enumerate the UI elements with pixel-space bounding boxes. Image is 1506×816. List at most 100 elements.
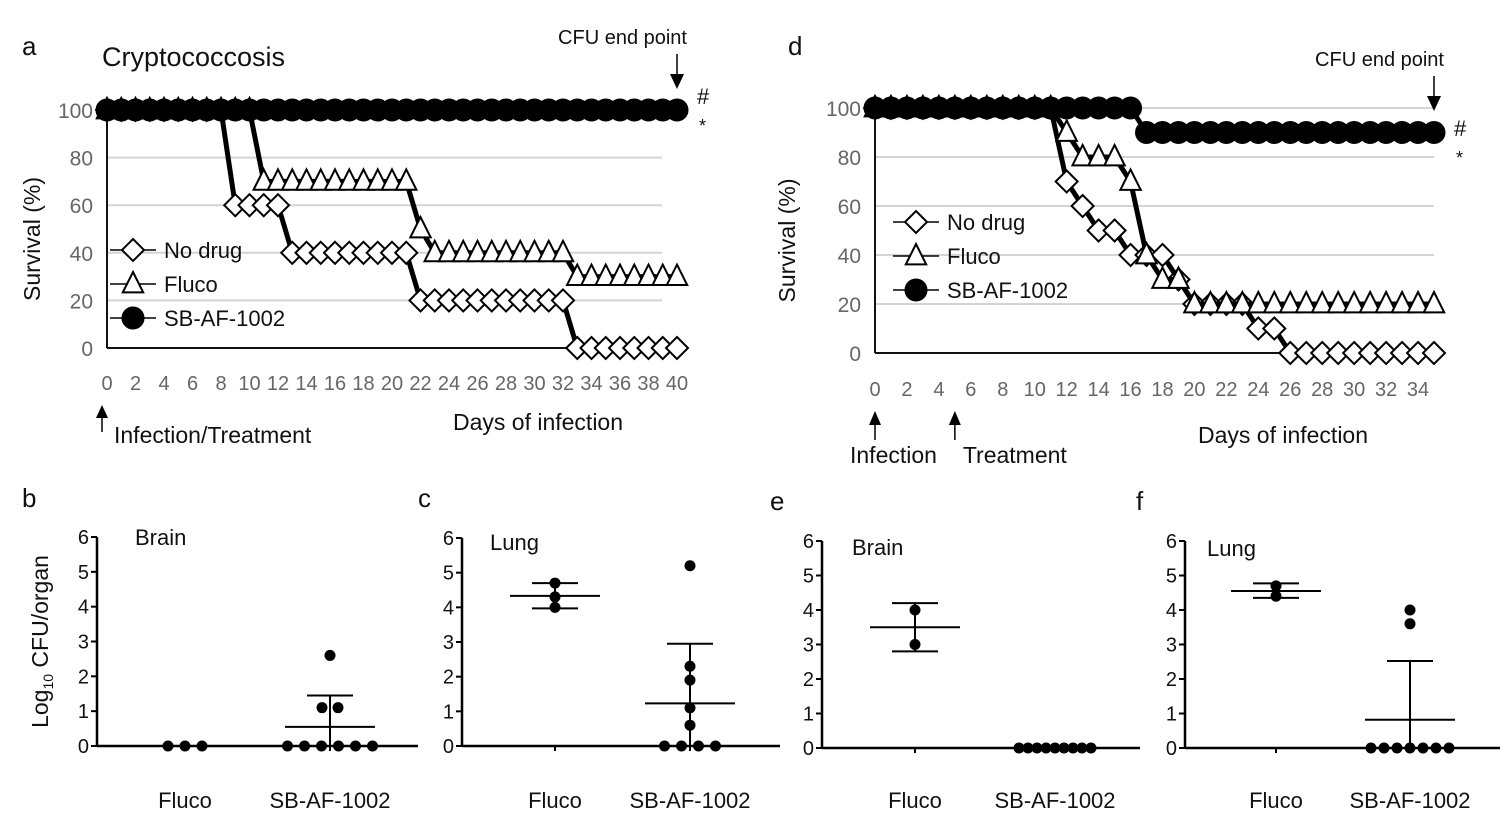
y-tick-label: 3: [78, 632, 89, 654]
data-point-triangle: [337, 167, 362, 191]
y-tick-label: 4: [443, 597, 454, 619]
y-tick-label: 4: [803, 600, 814, 622]
data-point: [162, 740, 174, 752]
y-axis-label: Log10 CFU/organ: [27, 555, 56, 728]
y-tick-label: 2: [443, 667, 454, 689]
data-point: [350, 740, 361, 752]
data-point-triangle: [1390, 289, 1414, 314]
data-point-triangle: [522, 238, 547, 263]
data-point-triangle: [380, 167, 404, 191]
data-point: [1430, 742, 1442, 754]
legend-marker-diamond: [903, 209, 929, 235]
data-point: [1391, 742, 1403, 754]
data-point-circle: [1119, 96, 1143, 120]
organ-title: Lung: [1207, 536, 1256, 561]
data-point: [549, 601, 561, 613]
legend-marker-triangle: [904, 241, 928, 266]
data-point: [299, 740, 310, 752]
data-point-triangle: [1422, 289, 1446, 314]
x-tick-label: 14: [295, 373, 317, 395]
x-tick-label: 0: [869, 379, 880, 401]
data-point-triangle: [1134, 240, 1159, 265]
infection-arrowhead: [96, 405, 108, 418]
y-tick-label: 60: [70, 195, 93, 218]
data-point: [1013, 742, 1025, 754]
data-point-triangle: [1310, 289, 1335, 314]
x-tick-label: 2: [901, 379, 912, 401]
data-point-triangle: [1294, 289, 1319, 314]
panel-label: b: [22, 483, 36, 513]
data-point-triangle: [408, 214, 433, 239]
y-tick-label: 6: [78, 527, 89, 549]
x-tick-label: 30: [1343, 379, 1365, 401]
y-tick-label: 40: [838, 245, 861, 268]
y-tick-label: 0: [803, 738, 814, 760]
data-point-triangle: [536, 238, 561, 263]
y-tick-label: 6: [443, 528, 454, 550]
data-point-triangle: [551, 238, 575, 263]
data-point: [684, 660, 696, 672]
panel-label: f: [1136, 486, 1144, 516]
data-point-triangle: [1150, 265, 1175, 289]
data-point: [676, 740, 687, 752]
legend-label: No drug: [947, 210, 1025, 235]
data-point-triangle: [351, 167, 376, 191]
x-tick-label: 28: [1311, 379, 1333, 401]
data-point: [1404, 604, 1416, 616]
x-tick-label: 8: [215, 373, 226, 395]
y-tick-label: 0: [81, 338, 93, 361]
x-tick-label: 8: [997, 379, 1008, 401]
y-tick-label: 4: [78, 597, 89, 619]
panel-label: c: [418, 483, 431, 513]
data-point-triangle: [294, 167, 319, 191]
y-tick-label: 5: [1166, 566, 1177, 588]
data-point-triangle: [1118, 167, 1143, 191]
data-point-triangle: [1182, 289, 1207, 314]
y-tick-label: 4: [1166, 600, 1177, 622]
infection-arrowhead: [869, 411, 881, 425]
x-axis-label: Days of infection: [1198, 422, 1368, 448]
data-point-triangle: [508, 238, 533, 263]
data-point: [549, 577, 561, 589]
group-fluco: [1231, 580, 1321, 602]
x-tick-label: 26: [466, 373, 488, 395]
data-point: [1067, 742, 1079, 754]
data-point-triangle: [565, 262, 590, 286]
y-tick-label: 5: [443, 563, 454, 585]
group-fluco: [870, 602, 960, 653]
data-point: [1417, 742, 1429, 754]
y-tick-label: 3: [1166, 635, 1177, 657]
treatment-arrowhead: [948, 411, 961, 425]
y-tick-label: 40: [70, 243, 93, 266]
category-label: SB-AF-1002: [269, 788, 390, 813]
group-fluco: [510, 577, 600, 613]
data-point-triangle: [494, 238, 518, 263]
x-tick-label: 14: [1087, 379, 1109, 401]
y-tick-label: 100: [826, 98, 861, 121]
x-tick-label: 6: [965, 379, 976, 401]
x-tick-label: 2: [130, 373, 141, 395]
panel-label: e: [770, 486, 784, 516]
legend: No drug Fluco SB-AF-1002: [110, 237, 285, 331]
data-point-triangle: [451, 238, 476, 263]
data-point-triangle: [280, 167, 305, 191]
category-label: Fluco: [1249, 788, 1303, 813]
chart-title: Cryptococcosis: [102, 42, 285, 72]
y-tick-label: 20: [70, 290, 93, 313]
data-point-triangle: [394, 167, 419, 191]
legend-marker-triangle: [121, 269, 145, 294]
x-tick-label: 40: [666, 373, 688, 395]
x-tick-label: 38: [637, 373, 659, 395]
y-tick-label: 1: [78, 701, 89, 723]
x-tick-label: 24: [1247, 379, 1269, 401]
group-sb-af-1002: [1013, 742, 1097, 754]
y-tick-label: 60: [838, 196, 861, 219]
panel-label: d: [788, 31, 802, 61]
data-point-triangle: [593, 262, 618, 286]
data-point-triangle: [251, 167, 276, 191]
x-tick-label: 0: [101, 373, 112, 395]
data-point: [684, 560, 696, 572]
y-tick-label: 3: [443, 632, 454, 654]
